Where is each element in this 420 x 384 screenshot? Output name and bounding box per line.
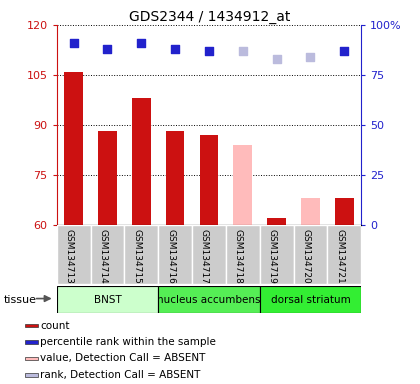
Point (172, 46, 178, 52)
Text: GSM134719: GSM134719 (268, 229, 277, 284)
Bar (64, 71, 83, 225)
Bar (57, 225, 91, 284)
Bar (260, 286, 361, 313)
Text: GSM134713: GSM134713 (65, 229, 73, 284)
Bar (226, 225, 260, 284)
Bar (158, 286, 260, 313)
Point (138, 40, 144, 46)
Text: GDS2344 / 1434912_at: GDS2344 / 1434912_at (129, 10, 291, 23)
Text: GSM134716: GSM134716 (166, 229, 175, 284)
Text: GSM134714: GSM134714 (98, 229, 108, 284)
Bar (25, 373, 38, 377)
Bar (335, 198, 354, 225)
Bar (98, 131, 117, 225)
Bar (267, 218, 286, 225)
Bar (25, 357, 38, 360)
Point (206, 48, 213, 54)
Text: rank, Detection Call = ABSENT: rank, Detection Call = ABSENT (40, 370, 200, 380)
Bar (166, 131, 184, 225)
Bar (294, 225, 327, 284)
Text: count: count (40, 321, 69, 331)
Bar (57, 286, 158, 313)
Bar (260, 225, 294, 284)
Point (239, 48, 246, 54)
Text: nucleus accumbens: nucleus accumbens (157, 295, 261, 305)
Text: BNST: BNST (94, 295, 121, 305)
Bar (234, 145, 252, 225)
Text: percentile rank within the sample: percentile rank within the sample (40, 337, 216, 347)
Point (273, 56, 280, 62)
Text: GSM134715: GSM134715 (132, 229, 141, 284)
Bar (200, 135, 218, 225)
Text: GSM134720: GSM134720 (302, 229, 310, 284)
Text: GSM134721: GSM134721 (335, 229, 344, 284)
Bar (132, 98, 151, 225)
Text: tissue: tissue (4, 295, 37, 305)
Bar (124, 225, 158, 284)
Bar (327, 225, 361, 284)
Bar (25, 324, 38, 328)
Point (307, 54, 314, 60)
Text: GSM134718: GSM134718 (234, 229, 243, 284)
Bar (91, 225, 124, 284)
Bar (192, 225, 226, 284)
Bar (301, 198, 320, 225)
Point (341, 48, 348, 54)
Text: dorsal striatum: dorsal striatum (270, 295, 350, 305)
Text: GSM134717: GSM134717 (200, 229, 209, 284)
Point (104, 46, 111, 52)
Point (70, 40, 77, 46)
Text: value, Detection Call = ABSENT: value, Detection Call = ABSENT (40, 353, 205, 364)
Bar (25, 340, 38, 344)
Bar (158, 225, 192, 284)
